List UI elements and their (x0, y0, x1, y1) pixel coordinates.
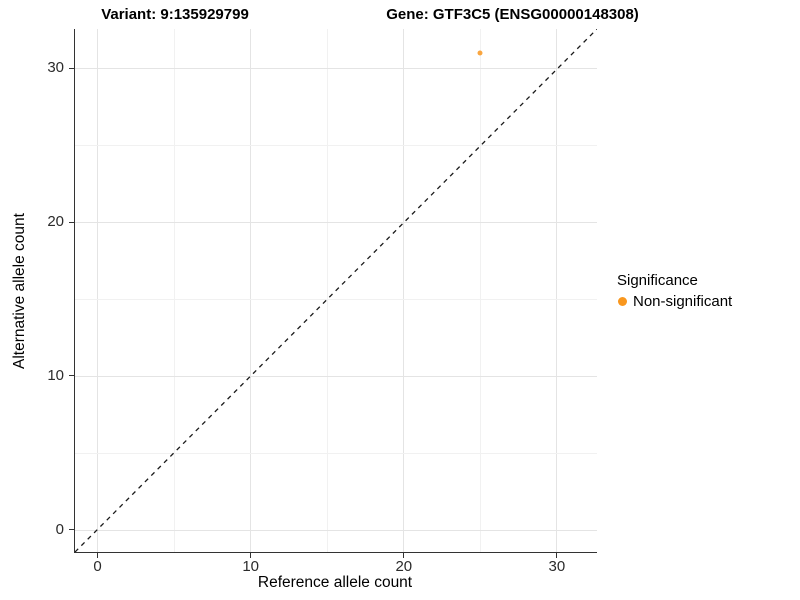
legend-item: Non-significant (617, 293, 732, 310)
plot-panel (74, 29, 597, 553)
y-axis-title: Alternative allele count (11, 213, 28, 369)
legend-title: Significance (617, 272, 698, 289)
identity-line (75, 29, 597, 552)
orange-dot-icon (618, 297, 627, 306)
y-tick-10 (68, 375, 74, 377)
y-tick-30 (68, 67, 74, 69)
x-tick-label-20: 20 (395, 558, 413, 575)
y-tick-label-10: 10 (47, 366, 64, 384)
y-tick-0 (68, 528, 74, 531)
x-tick-20 (403, 552, 405, 558)
x-tick-10 (250, 552, 252, 558)
gridline-y-20 (75, 222, 597, 224)
gridline-y-5 (75, 452, 597, 454)
y-tick-label-30: 30 (47, 59, 64, 77)
gridline-y-30 (75, 68, 597, 70)
gridline-x-10 (250, 29, 252, 552)
gridline-y-15 (75, 299, 597, 300)
x-tick-label-0: 0 (93, 558, 102, 575)
gridline-x-30 (556, 29, 558, 552)
gridline-x-0 (97, 29, 98, 552)
gridline-y-0 (75, 529, 597, 531)
gridline-x-15 (326, 29, 328, 552)
gridline-x-20 (403, 29, 405, 552)
legend: Significance Non-significant (617, 272, 732, 310)
gene-title: Gene: GTF3C5 (ENSG00000148308) (386, 6, 639, 23)
y-tick-label-0: 0 (55, 520, 64, 538)
data-point (477, 50, 483, 56)
variant-title: Variant: 9:135929799 (101, 6, 249, 23)
x-tick-label-30: 30 (548, 558, 566, 575)
x-tick-30 (556, 552, 558, 558)
gridline-y-25 (75, 145, 597, 147)
y-tick-20 (68, 221, 74, 223)
x-axis-title: Reference allele count (257, 574, 413, 591)
x-tick-label-10: 10 (242, 558, 260, 575)
legend-item-label: Non-significant (633, 293, 733, 310)
gridline-x-25 (479, 29, 481, 552)
y-tick-label-20: 20 (47, 213, 64, 231)
gridline-x-5 (173, 29, 175, 552)
gridline-y-10 (75, 375, 597, 377)
x-tick-0 (97, 552, 99, 558)
